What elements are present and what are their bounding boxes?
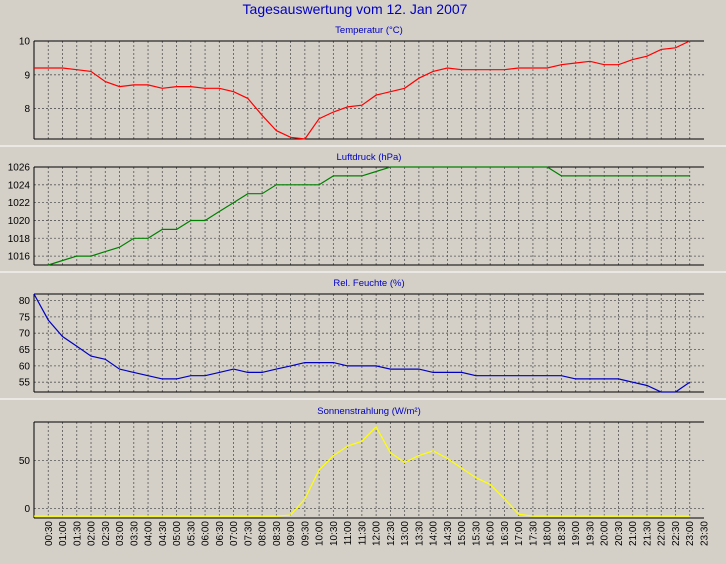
y-tick-label: 70 (19, 329, 31, 340)
x-tick-label: 09:30 (300, 521, 311, 546)
chart-panel-3: 55 60 65 70 75 80 Rel. Feuchte (%) (0, 278, 726, 400)
x-tick-label: 03:00 (115, 521, 126, 546)
x-tick-label: 01:30 (72, 521, 83, 546)
x-tick-label: 10:30 (329, 521, 340, 546)
series-line (34, 40, 690, 140)
page-title: Tagesauswertung vom 12. Jan 2007 (243, 1, 468, 17)
chart-panel-4: 0 50 Sonnenstrahlung (W/m²) 00:30 01:30 02:30… (19, 406, 711, 546)
x-tick-label: 22:30 (671, 521, 682, 546)
plot-area (34, 167, 704, 265)
x-tick-label: 06:30 (215, 521, 226, 546)
x-tick-label: 14:00 (429, 521, 440, 546)
y-tick-label: 1024 (8, 180, 31, 191)
x-tick-label: 19:30 (586, 521, 597, 546)
x-tick-label: 18:00 (543, 521, 554, 546)
x-tick-label: 04:00 (144, 521, 155, 546)
plot-area (34, 294, 704, 392)
panel-title: Rel. Feuchte (%) (333, 278, 404, 289)
panel-title: Luftdruck (hPa) (337, 152, 402, 163)
x-tick-label: 18:30 (557, 521, 568, 546)
series-line (34, 293, 691, 393)
x-tick-label: 17:00 (514, 521, 525, 546)
x-tick-label: 09:00 (286, 521, 297, 546)
y-tick-label: 80 (19, 296, 31, 307)
y-tick-label: 55 (19, 378, 31, 389)
x-tick-label: 19:00 (571, 521, 582, 546)
x-tick-label: 15:30 (471, 521, 482, 546)
plot-area (34, 41, 704, 139)
x-tick-label: 10:00 (315, 521, 326, 546)
x-tick-label: 23:00 (685, 521, 696, 546)
y-tick-label: 75 (19, 312, 31, 323)
x-tick-label: 00:30 (44, 521, 55, 546)
y-tick-label: 8 (24, 104, 30, 115)
chart-panel-1: 8 9 10 Temperatur (°C) (0, 25, 726, 147)
series-line (34, 425, 690, 517)
plot-area (34, 422, 704, 518)
x-tick-label: 12:30 (386, 521, 397, 546)
y-tick-label: 1022 (8, 198, 31, 209)
x-tick-label: 16:00 (486, 521, 497, 546)
y-tick-label: 10 (19, 37, 31, 48)
x-tick-label: 11:30 (357, 521, 368, 546)
x-tick-label: 22:00 (657, 521, 668, 546)
x-tick-label: 14:30 (443, 521, 454, 546)
x-tick-label: 21:00 (628, 521, 639, 546)
x-tick-label: 08:00 (258, 521, 269, 546)
y-tick-label: 50 (19, 456, 31, 467)
y-tick-label: 1020 (8, 216, 31, 227)
x-tick-label: 17:30 (528, 521, 539, 546)
panel-title: Temperatur (°C) (335, 25, 403, 36)
y-tick-label: 1016 (8, 252, 31, 263)
x-tick-label: 12:00 (372, 521, 383, 546)
y-tick-label: 1018 (8, 234, 31, 245)
x-tick-label: 13:00 (400, 521, 411, 546)
x-tick-label: 07:00 (229, 521, 240, 546)
x-tick-label: 03:30 (129, 521, 140, 546)
x-tick-label: 23:30 (700, 521, 711, 546)
y-tick-label: 0 (24, 504, 30, 515)
x-tick-label: 20:00 (600, 521, 611, 546)
y-tick-label: 65 (19, 345, 31, 356)
x-tick-label: 05:00 (172, 521, 183, 546)
x-tick-label: 04:30 (158, 521, 169, 546)
chart-panel-2: 1016 1018 1020 1022 1024 1026 Luftdruck (hPa) (0, 152, 726, 273)
x-tick-label: 21:30 (643, 521, 654, 546)
series-line (48, 166, 690, 266)
panel-title: Sonnenstrahlung (W/m²) (317, 406, 420, 417)
x-tick-label: 20:30 (614, 521, 625, 546)
x-tick-label: 16:30 (500, 521, 511, 546)
x-tick-label: 07:30 (243, 521, 254, 546)
x-tick-label: 01:00 (58, 521, 69, 546)
y-tick-label: 1026 (8, 163, 31, 174)
x-tick-label: 15:00 (457, 521, 468, 546)
x-tick-label: 11:00 (343, 521, 354, 546)
x-tick-label: 02:30 (101, 521, 112, 546)
x-tick-label: 06:00 (201, 521, 212, 546)
y-tick-label: 9 (24, 70, 30, 81)
x-tick-label: 05:30 (186, 521, 197, 546)
x-tick-label: 08:30 (272, 521, 283, 546)
y-tick-label: 60 (19, 361, 31, 372)
x-tick-label: 13:30 (414, 521, 425, 546)
x-tick-label: 02:00 (87, 521, 98, 546)
